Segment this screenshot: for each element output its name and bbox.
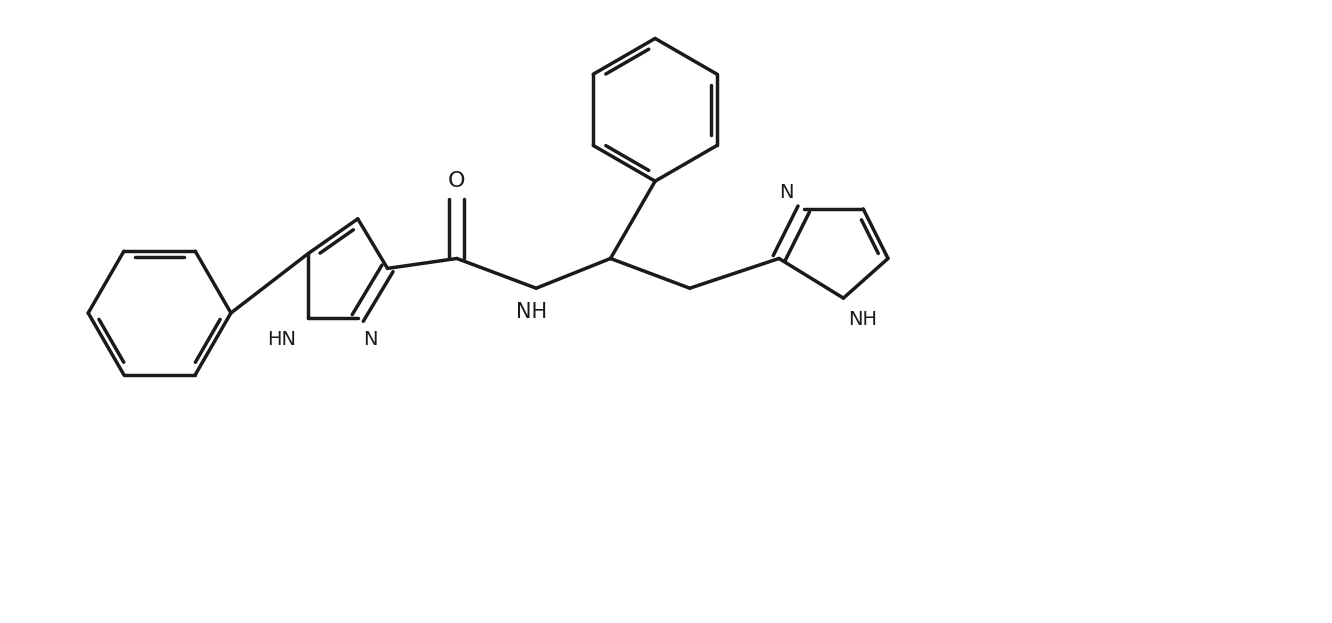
Text: NH: NH	[848, 310, 878, 329]
Text: N: N	[362, 330, 377, 349]
Text: O: O	[448, 171, 466, 191]
Text: HN: HN	[268, 330, 296, 349]
Text: NH: NH	[515, 302, 546, 322]
Text: N: N	[779, 183, 794, 202]
